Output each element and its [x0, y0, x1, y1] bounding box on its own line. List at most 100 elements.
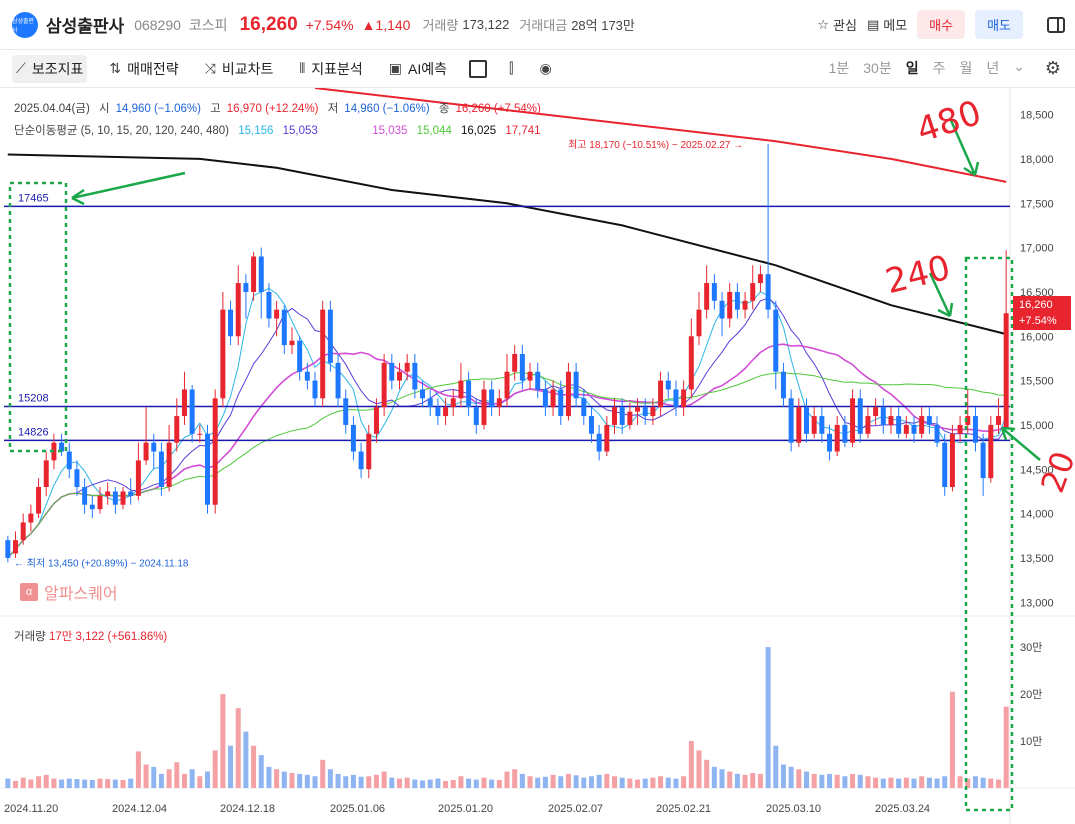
candle-body: [957, 424, 963, 434]
candle-body: [911, 424, 917, 434]
candle-body: [750, 283, 756, 301]
y-tick-label: 15,500: [1020, 376, 1054, 388]
candle-body: [481, 389, 487, 425]
period-month[interactable]: 월: [959, 60, 973, 76]
handwritten-label-480: 480: [912, 93, 986, 151]
level-label: 17465: [18, 192, 49, 204]
volume-bar: [696, 750, 702, 788]
volume-bar: [788, 766, 794, 788]
volume-bar: [197, 776, 203, 788]
ma-legend: 단순이동평균 (5, 10, 15, 20, 120, 240, 480) 15…: [14, 122, 547, 138]
ma240-line: [7, 153, 1007, 336]
watch-button[interactable]: ☆ 관심: [817, 15, 857, 34]
candle-body: [205, 433, 210, 505]
volume-bar: [335, 773, 341, 788]
volume-bar: [558, 776, 564, 788]
volume-bar: [635, 779, 641, 788]
chevron-down-icon[interactable]: ⌄: [1013, 58, 1025, 74]
volume-bar: [780, 764, 786, 788]
y-tick-label: 13,500: [1020, 553, 1054, 565]
tool-analysis[interactable]: ⫴ 지표분석: [295, 55, 366, 83]
volume-bar: [327, 769, 333, 788]
tool-strategy[interactable]: ⇅ 매매전략: [105, 55, 182, 83]
candle-body: [312, 380, 318, 399]
buy-button[interactable]: 매수: [917, 10, 966, 39]
volume-bar: [896, 778, 902, 788]
candle-body: [473, 407, 479, 425]
candle-body: [5, 540, 11, 558]
x-tick-label: 2025.01.20: [438, 803, 493, 815]
tool-indicator[interactable]: ⟋ 보조지표: [12, 54, 88, 83]
candle-body: [128, 491, 134, 496]
candle-body: [373, 407, 379, 434]
price-tag-value: 16,260: [1019, 299, 1053, 311]
volume-bar: [995, 779, 1001, 788]
candle-body: [980, 442, 986, 479]
volume-bar: [965, 778, 971, 788]
volume-bar: [235, 708, 241, 788]
volume-bar: [850, 773, 856, 788]
memo-button[interactable]: ▤ 메모: [867, 15, 907, 34]
x-tick-label: 2025.01.06: [330, 803, 385, 815]
candle-type-button[interactable]: ⫿: [505, 55, 517, 83]
volume-bar: [504, 771, 510, 788]
volume-bar: [519, 773, 525, 788]
candle-body: [266, 291, 272, 319]
volume-bar: [120, 780, 126, 788]
candle-body: [174, 416, 180, 443]
current-price: 16,260: [239, 13, 298, 35]
volume-bar: [765, 647, 771, 788]
ma5-value: 15,156: [238, 125, 274, 137]
candle-body: [350, 424, 356, 452]
period-day[interactable]: 일: [905, 60, 919, 76]
volume-bar: [158, 773, 164, 788]
arrow-480: [948, 117, 977, 176]
volume-legend-value: 17만 3,122 (+561.86%): [48, 631, 168, 643]
gear-icon[interactable]: ⚙: [1044, 58, 1061, 78]
price-chart[interactable]: 18,500 18,000 17,500 17,000 16,500 16,000 15,5…: [0, 88, 1075, 824]
candle-body: [673, 389, 679, 408]
volume-bar: [481, 777, 487, 788]
candle-body: [734, 291, 740, 310]
legend-date: 2025.04.04(금): [14, 103, 90, 115]
candle-body: [74, 469, 80, 487]
candle-body: [450, 398, 456, 408]
tool-compare[interactable]: ⤨ 비교차트: [201, 55, 278, 83]
candle-body: [880, 407, 886, 425]
price-tag-pct: +7.54%: [1019, 315, 1057, 327]
screenshot-button[interactable]: ◉: [535, 55, 555, 83]
candle-body: [20, 522, 26, 541]
chart-area[interactable]: 18,500 18,000 17,500 17,000 16,500 16,000 15,5…: [0, 88, 1075, 824]
handwritten-label-240: 240: [882, 248, 955, 303]
close-value: 16,260 (+7.54%): [455, 103, 541, 115]
volume-bar: [880, 778, 886, 788]
tool-ai[interactable]: ▣ AI예측: [385, 55, 451, 83]
volume-bar: [949, 691, 955, 788]
period-year[interactable]: 년: [986, 60, 1000, 76]
volume-bar: [427, 779, 433, 788]
strategy-icon: ⇅: [109, 60, 122, 76]
sell-button[interactable]: 매도: [975, 10, 1023, 39]
candle-body: [696, 309, 702, 337]
side-panel-icon[interactable]: [1047, 16, 1065, 33]
volume-bar: [650, 777, 656, 788]
candle-body: [89, 504, 95, 510]
candle-body: [274, 309, 280, 319]
chart-type-icon[interactable]: [469, 59, 487, 78]
tool-label: 지표분석: [311, 60, 363, 77]
arrow-240: [928, 272, 952, 317]
volume-bar: [13, 780, 19, 788]
volume-bar: [20, 777, 26, 788]
volume-bar: [28, 779, 34, 788]
x-tick-label: 2024.12.04: [112, 803, 167, 815]
star-icon: ☆: [817, 16, 830, 32]
volume-bar: [389, 777, 395, 788]
period-30min[interactable]: 30분: [863, 60, 892, 76]
candle-body: [727, 291, 733, 319]
period-1min[interactable]: 1분: [828, 60, 850, 76]
volume-bar: [934, 778, 940, 788]
watermark-icon: α: [20, 583, 38, 601]
volume-bar: [59, 779, 65, 788]
period-week[interactable]: 주: [932, 60, 946, 76]
volume-bar: [105, 779, 111, 788]
